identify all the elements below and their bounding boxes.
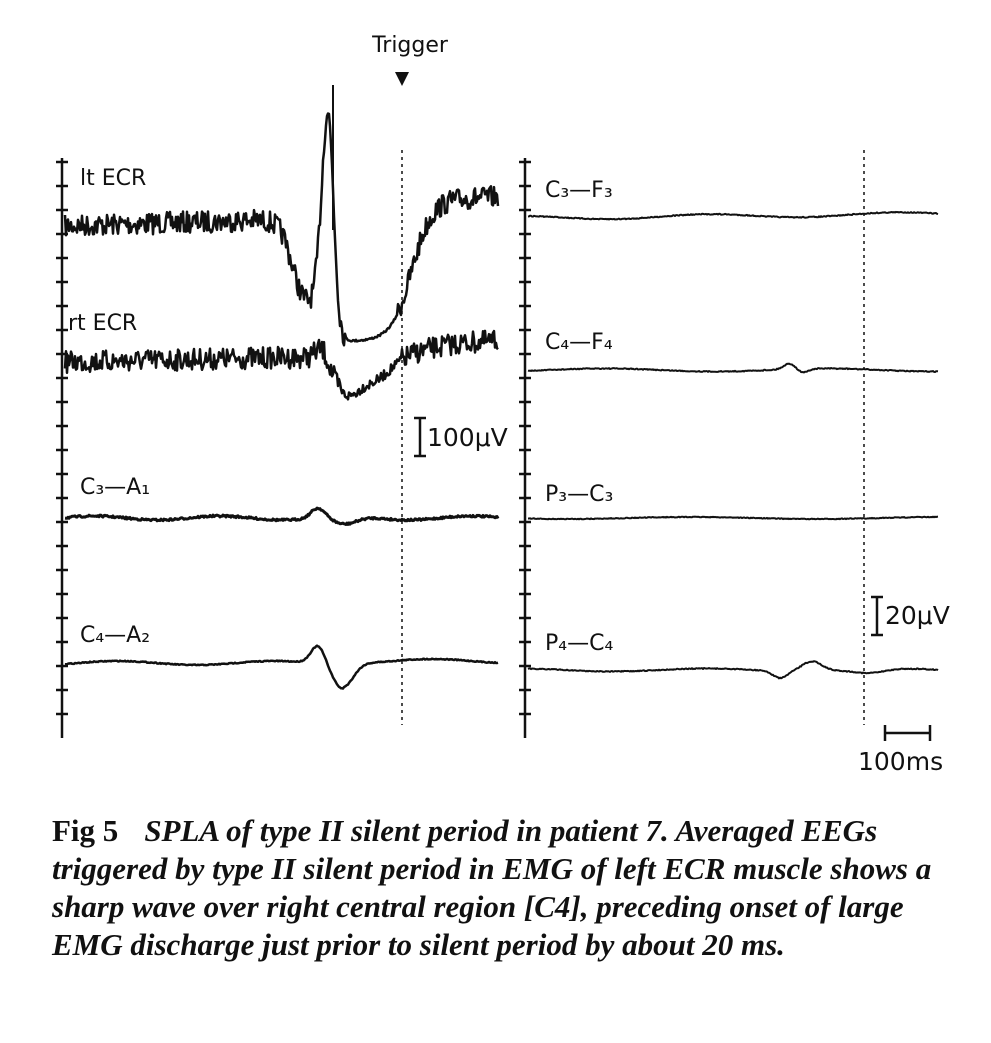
channel-label: lt ECR [80, 166, 146, 191]
scale-label: 100μV [427, 423, 508, 452]
channel-label: C₃—A₁ [80, 475, 150, 500]
channel-label: P₄—C₄ [545, 631, 613, 656]
channel-label: C₄—A₂ [80, 623, 150, 648]
trace [527, 660, 939, 680]
trace [63, 112, 500, 347]
caption-text: SPLA of type II silent period in patient… [52, 813, 932, 962]
scale-label: 20μV [885, 601, 950, 630]
trace [64, 644, 499, 690]
scale-label: 100ms [858, 747, 943, 776]
caption: Fig 5 SPLA of type II silent period in pa… [52, 812, 957, 964]
channel-label: C₄—F₄ [545, 330, 613, 355]
trigger-label: Trigger [371, 33, 449, 58]
axes [56, 158, 531, 738]
trace [63, 329, 499, 401]
trace [64, 506, 500, 526]
scale-bar [414, 416, 932, 741]
trigger-marker [395, 72, 409, 86]
channel-label: rt ECR [68, 311, 137, 336]
trace [527, 362, 939, 374]
trace [527, 210, 939, 221]
traces [63, 85, 939, 690]
channel-label: P₃—C₃ [545, 482, 613, 507]
channel-label: C₃—F₃ [545, 178, 613, 203]
trace [528, 515, 939, 521]
figure: Trigger lt ECR rt ECR C₃—A₁ C₄—A₂ C₃—F₃ … [56, 33, 950, 776]
caption-label: Fig 5 [52, 813, 119, 848]
